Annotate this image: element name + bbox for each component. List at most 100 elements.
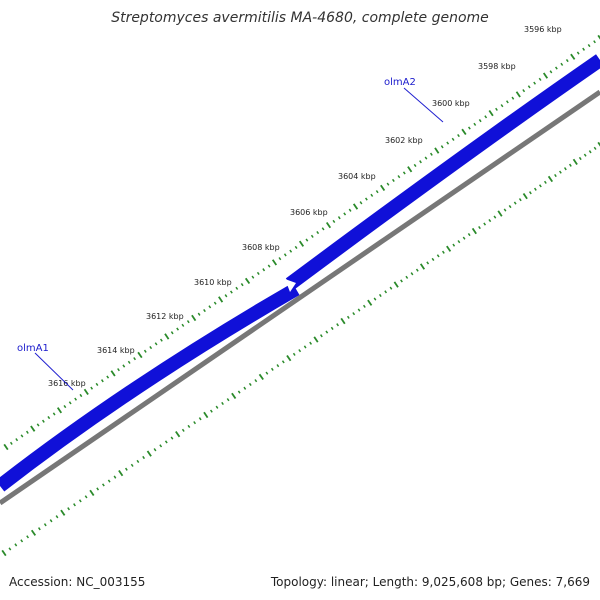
major-tick [325,221,332,229]
gene-leader-line [34,352,74,391]
minor-tick [20,539,24,543]
major-tick [471,227,477,235]
minor-tick [303,345,307,349]
minor-tick [533,81,537,85]
minor-tick [124,467,128,471]
tick-label: 3596 kbp [524,25,562,34]
major-tick [218,296,224,303]
minor-tick [389,286,393,290]
major-tick [597,34,600,40]
minor-tick [436,254,440,258]
minor-tick [500,104,504,108]
major-tick [572,158,578,166]
minor-tick [170,436,174,440]
minor-tick [578,156,582,161]
minor-tick [281,360,285,364]
gene-label-olmA1[interactable]: olmA1 [17,343,74,391]
minor-tick [67,507,71,511]
minor-tick [68,401,72,405]
minor-tick [237,390,241,394]
major-tick [286,354,292,362]
minor-tick [78,499,82,503]
minor-tick [117,368,120,372]
major-tick [367,299,373,306]
minor-tick [593,146,597,150]
tick-label: 3604 kbp [338,172,376,181]
minor-tick [130,463,134,467]
major-tick [488,109,494,117]
minor-tick [563,167,567,171]
minor-tick [332,219,336,224]
tick-label: 3610 kbp [194,278,232,287]
minor-tick [378,293,382,298]
minor-tick [224,294,228,298]
minor-tick [478,225,481,230]
minor-tick [278,257,282,261]
backbone-strand [0,89,600,506]
minor-tick [402,171,406,175]
gene-olmA2-arrow[interactable] [285,54,600,290]
minor-tick [55,515,59,519]
minor-tick [122,364,126,368]
minor-tick [100,379,104,383]
minor-tick [164,440,168,444]
minor-tick [533,187,537,191]
minor-tick [528,191,532,195]
major-tick [56,407,63,414]
minor-tick [495,107,498,111]
minor-tick [426,261,430,265]
major-tick [419,263,426,270]
minor-tick [527,85,531,89]
minor-tick [522,89,526,93]
minor-tick [113,475,117,479]
minor-tick [384,290,388,294]
minor-tick [391,178,395,183]
minor-tick [588,150,592,154]
minor-tick [159,444,163,448]
minor-tick [419,160,422,164]
minor-tick [25,430,29,434]
minor-tick [267,264,271,268]
minor-tick [226,398,230,402]
minor-tick [198,417,202,421]
minor-tick [343,212,347,216]
minor-tick [441,250,445,254]
minor-tick [254,379,258,383]
major-tick [461,128,467,136]
tick-label: 3600 kbp [432,99,470,108]
minor-tick [451,137,455,141]
gene-leader-line [403,87,444,123]
major-tick [244,277,251,285]
tick-labels: 3596 kbp 3598 kbp 3600 kbp 3602 kbp 3604… [48,25,562,388]
minor-tick [208,305,212,309]
genome-stats-text: Topology: linear; Length: 9,025,608 bp; … [270,575,590,589]
minor-tick [265,371,269,375]
minor-tick [95,382,99,387]
major-tick [547,175,554,183]
minor-tick [346,315,350,319]
minor-tick [37,527,41,531]
minor-tick [462,236,466,240]
major-tick [164,333,170,340]
minor-tick [364,197,368,201]
major-tick [515,91,521,98]
minor-tick [359,201,363,205]
major-tick [434,147,440,154]
minor-tick [248,382,252,387]
tick-label: 3598 kbp [478,62,516,71]
minor-tick [79,393,83,398]
gene-olmA1-arrow[interactable] [0,282,300,492]
major-tick [497,210,503,217]
minor-tick [209,409,213,413]
minor-tick [543,180,547,184]
minor-tick [511,96,515,100]
gene-label-text: olmA2 [384,77,416,88]
minor-tick [538,77,542,81]
minor-tick [467,126,471,130]
tick-label: 3612 kbp [146,312,184,321]
minor-tick [424,156,428,160]
major-tick [118,469,124,477]
gene-label-olmA2[interactable]: olmA2 [384,77,444,123]
minor-tick [153,448,157,452]
minor-tick [440,145,444,149]
